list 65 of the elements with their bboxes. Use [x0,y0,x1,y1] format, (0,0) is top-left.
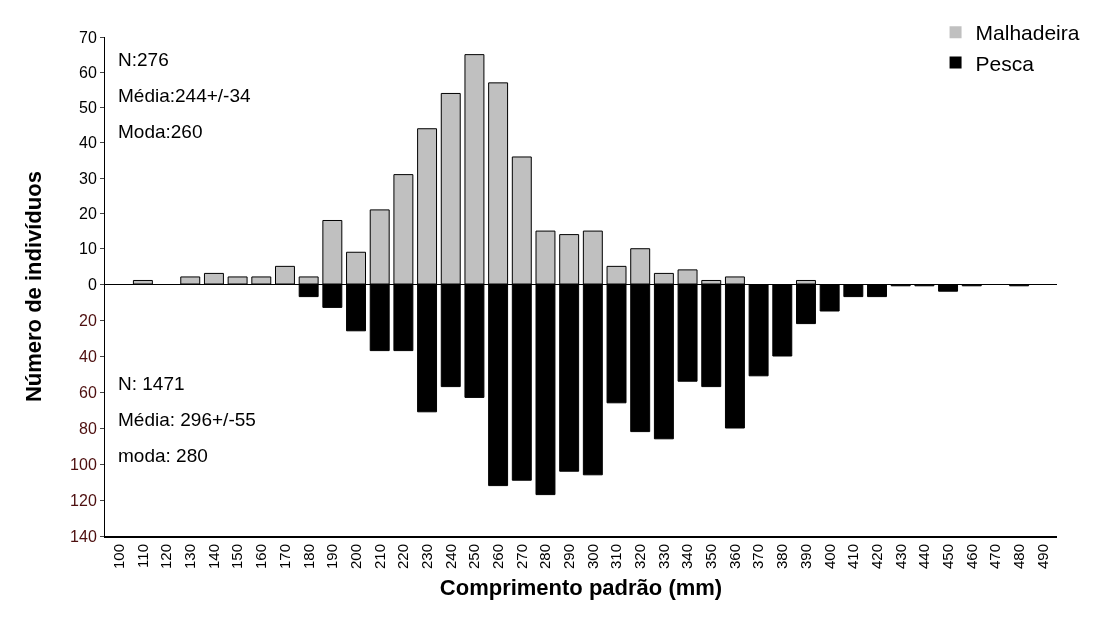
y-tick-label: 50 [79,99,97,117]
x-tick-label: 440 [915,544,933,570]
x-tick-label: 250 [465,544,483,570]
x-tick-label: 290 [560,544,578,570]
y-tick-label: 10 [79,240,97,258]
y-tick-label: 40 [79,134,97,152]
x-tick-label: 450 [938,544,956,570]
y-tick-label: 20 [79,205,97,223]
x-tick-label: 370 [749,544,767,570]
x-axis-title: Comprimento padrão (mm) [439,575,723,601]
x-tick-label: 360 [725,544,743,570]
annotation: N: 1471 [118,373,185,394]
y-tick-label: 0 [87,275,97,293]
x-tick-label: 320 [631,544,649,570]
x-tick-label: 490 [1033,544,1051,570]
x-tick-label: 170 [275,544,293,570]
y-tick-label: 70 [79,28,97,46]
annotation: moda: 280 [118,445,208,466]
y-tick-label: 20 [79,311,97,329]
x-tick-label: 380 [773,544,791,570]
x-tick-label: 180 [299,544,317,570]
annotation: N:276 [118,49,169,70]
x-tick-label: 140 [204,544,222,570]
x-tick-label: 280 [536,544,554,570]
x-tick-label: 220 [394,544,412,570]
y-tick-label: 40 [79,347,97,365]
annotation: Moda:260 [118,121,203,142]
x-tick-label: 460 [962,544,980,570]
x-tick-label: 110 [133,544,151,568]
annotation: Média:244+/-34 [118,85,251,106]
x-tick-label: 410 [844,544,862,570]
x-tick-label: 230 [417,544,435,570]
x-tick-label: 350 [702,544,720,570]
annotation: Média: 296+/-55 [118,409,256,430]
x-tick-label: 200 [346,544,364,570]
x-tick-label: 190 [323,544,341,570]
x-tick-label: 400 [820,544,838,570]
x-tick-label: 310 [607,544,625,570]
x-tick-label: 390 [796,544,814,570]
y-tick-label: 120 [70,491,97,509]
x-tick-label: 340 [678,544,696,570]
legend-label: Pesca [975,51,1035,75]
y-tick-label: 140 [70,527,97,545]
legend-label: Malhadeira [975,21,1080,45]
y-axis-title: Número de indivíduos [21,171,47,403]
x-tick-label: 430 [891,544,909,570]
x-tick-label: 160 [252,544,270,570]
x-tick-label: 100 [110,544,128,570]
y-tick-label: 60 [79,383,97,401]
x-tick-label: 240 [441,544,459,570]
y-tick-label: 80 [79,419,97,437]
y-tick-label: 30 [79,169,97,187]
x-tick-label: 470 [986,544,1004,570]
x-tick-label: 120 [157,544,175,570]
x-tick-label: 330 [654,544,672,570]
x-tick-label: 150 [228,544,246,570]
y-tick-label: 60 [79,63,97,81]
x-tick-label: 270 [512,544,530,570]
y-tick-label: 100 [70,455,97,473]
x-tick-label: 260 [488,544,506,570]
x-tick-label: 130 [181,544,199,570]
x-tick-label: 210 [370,544,388,570]
x-tick-label: 420 [867,544,885,570]
x-tick-label: 480 [1009,544,1027,570]
x-tick-label: 300 [583,544,601,570]
